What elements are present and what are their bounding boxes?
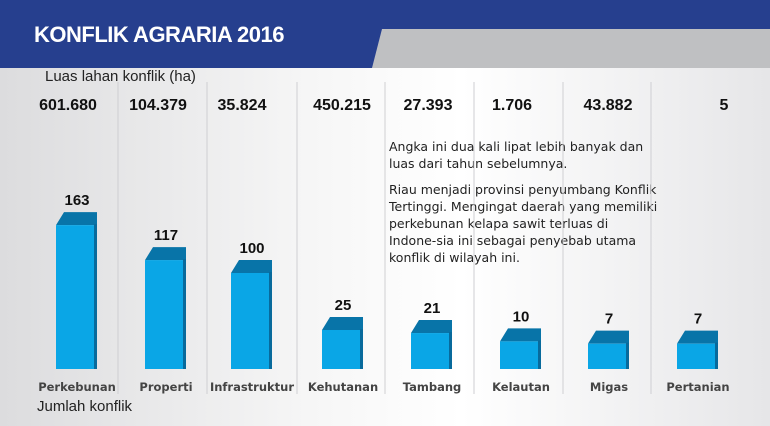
bar-top <box>145 247 186 369</box>
value-label: 100 <box>239 240 264 257</box>
bar-top <box>677 330 718 369</box>
bar <box>56 225 94 369</box>
area-value-label: 104.379 <box>129 97 187 114</box>
bar <box>500 341 538 369</box>
bar-side <box>626 342 629 369</box>
note-2: Riau menjadi provinsi penyumbang Konflik… <box>389 182 658 265</box>
category-label: Tambang <box>403 380 462 394</box>
bar <box>677 343 715 369</box>
category-label: Migas <box>590 380 628 394</box>
note-1: Angka ini dua kali lipat lebih banyak da… <box>389 139 644 171</box>
bar-top <box>231 260 272 369</box>
category-label: Kehutanan <box>308 380 378 394</box>
area-value-label: 27.393 <box>404 97 453 114</box>
bar-side <box>94 224 97 369</box>
category-label: Pertanian <box>666 380 729 394</box>
area-value-label: 35.824 <box>218 97 267 114</box>
bar <box>231 273 269 369</box>
bar-top <box>588 330 629 369</box>
bar <box>411 333 449 369</box>
bar-top <box>411 320 452 369</box>
value-label: 163 <box>64 192 89 209</box>
bar-side <box>538 340 541 369</box>
category-label: Infrastruktur <box>210 380 294 394</box>
category-label: Perkebunan <box>38 380 116 394</box>
bar-side <box>715 342 718 369</box>
value-label: 10 <box>513 308 530 325</box>
category-label: Properti <box>139 380 192 394</box>
bar-side <box>269 272 272 369</box>
bar-top <box>500 328 541 369</box>
area-value-label: 43.882 <box>584 97 633 114</box>
value-label: 25 <box>335 297 352 314</box>
bar-side <box>183 259 186 369</box>
header-gray-band <box>372 29 770 68</box>
area-value-label: 5 <box>720 97 729 114</box>
value-label: 7 <box>605 311 613 328</box>
value-label: 117 <box>154 227 178 244</box>
category-label: Kelautan <box>492 380 550 394</box>
y-axis-label: Jumlah konflik <box>37 398 133 415</box>
area-value-label: 1.706 <box>492 97 532 114</box>
bar <box>322 330 360 369</box>
bar-side <box>449 332 452 369</box>
value-label: 21 <box>424 300 441 317</box>
bar <box>588 343 626 369</box>
area-label: Luas lahan konflik (ha) <box>45 68 196 85</box>
value-label: 7 <box>694 311 702 328</box>
bar <box>145 260 183 369</box>
page-title: KONFLIK AGRARIA 2016 <box>34 22 284 47</box>
bar-side <box>360 329 363 369</box>
area-value-label: 601.680 <box>39 97 97 114</box>
area-value-label: 450.215 <box>313 97 371 114</box>
